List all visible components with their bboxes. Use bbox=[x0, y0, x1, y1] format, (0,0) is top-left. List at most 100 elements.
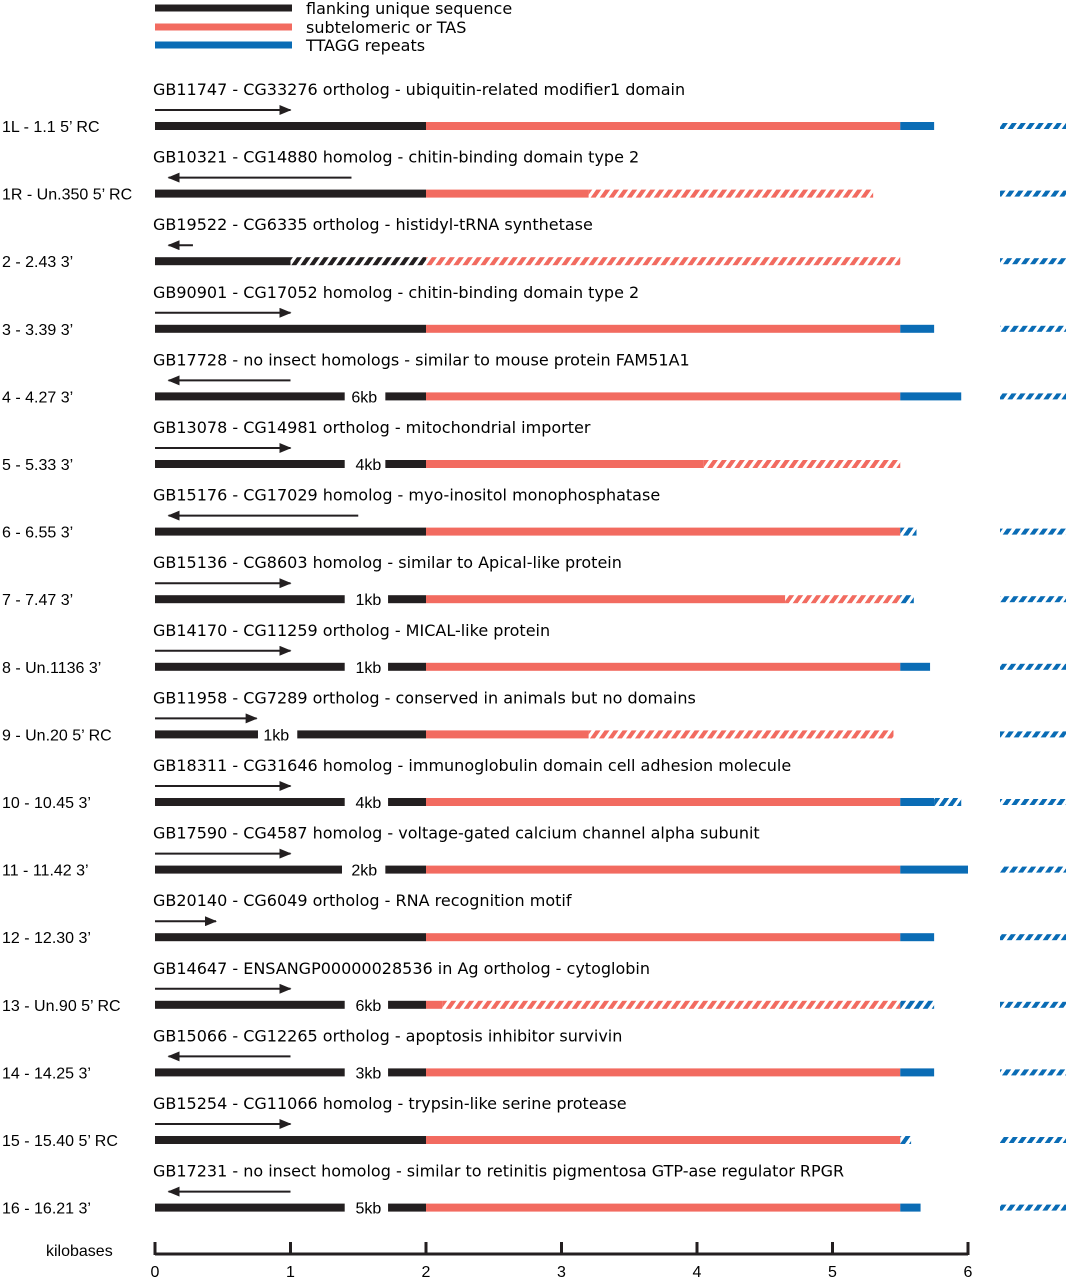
chromosome-label: 2 - 2.43 3’ bbox=[2, 254, 73, 271]
chromosome-label: 11 - 11.42 3’ bbox=[2, 863, 89, 880]
segment-tas-dashed bbox=[588, 730, 894, 739]
segment-ttagg bbox=[900, 392, 962, 401]
distal-ttagg-repeats bbox=[1000, 663, 1066, 670]
legend: flanking unique sequence subtelomeric or… bbox=[155, 0, 512, 55]
distal-ttagg-repeats bbox=[1000, 1069, 1066, 1076]
segment-flank bbox=[388, 595, 426, 604]
chromosome-row: GB11747 - CG33276 ortholog - ubiquitin-r… bbox=[2, 80, 1066, 136]
gene-label: GB17728 - no insect homologs - similar t… bbox=[153, 350, 690, 369]
kilobase-axis: kilobases 0 1 2 3 4 5 6 bbox=[46, 1242, 973, 1280]
segment-ttagg-dashed bbox=[900, 595, 914, 604]
segment-tas-dashed bbox=[442, 1000, 901, 1009]
segment-flank bbox=[388, 1203, 426, 1212]
chromosome-row: GB10321 - CG14880 homolog - chitin-bindi… bbox=[2, 148, 1066, 204]
legend-label-ttagg: TTAGG repeats bbox=[305, 36, 425, 55]
segment-ttagg bbox=[900, 933, 935, 942]
segment-tas bbox=[426, 1000, 443, 1009]
gap-size-label: 4kb bbox=[355, 457, 381, 474]
chromosome-label: 15 - 15.40 5’ RC bbox=[2, 1133, 118, 1150]
gap-size-label: 1kb bbox=[355, 660, 381, 677]
distal-ttagg-repeats bbox=[1000, 190, 1066, 197]
distal-ttagg-repeats bbox=[1000, 325, 1066, 332]
gap-size-label: 5kb bbox=[355, 1201, 381, 1218]
chromosome-label: 7 - 7.47 3’ bbox=[2, 592, 73, 609]
segment-ttagg-dashed bbox=[934, 798, 962, 806]
segment-tas-dashed bbox=[588, 189, 874, 198]
segment-flank bbox=[155, 460, 345, 468]
segment-ttagg bbox=[900, 662, 931, 671]
distal-ttagg-repeats bbox=[1000, 528, 1066, 535]
chromosome-row: GB19522 - CG6335 ortholog - histidyl-tRN… bbox=[2, 215, 1066, 271]
distal-ttagg-repeats bbox=[1000, 123, 1066, 129]
gap-size-label: 1kb bbox=[263, 727, 289, 744]
segment-flank bbox=[297, 730, 426, 739]
segment-tas bbox=[426, 392, 901, 401]
chromosome-label: 5 - 5.33 3’ bbox=[2, 457, 73, 474]
gene-label: GB11958 - CG7289 ortholog - conserved in… bbox=[153, 688, 696, 707]
segment-tas bbox=[426, 1203, 901, 1212]
segment-flank bbox=[388, 1068, 426, 1077]
segment-tas-dashed bbox=[703, 460, 901, 468]
segment-tas bbox=[426, 122, 901, 130]
gene-label: GB15066 - CG12265 ortholog - apoptosis i… bbox=[153, 1026, 622, 1045]
chromosome-label: 3 - 3.39 3’ bbox=[2, 322, 73, 339]
chromosome-label: 4 - 4.27 3’ bbox=[2, 389, 73, 406]
chromosome-row: GB20140 - CG6049 ortholog - RNA recognit… bbox=[2, 891, 1066, 947]
segment-flank-dashed bbox=[290, 257, 426, 266]
segment-tas-dashed bbox=[785, 595, 901, 604]
chromosome-row: GB17728 - no insect homologs - similar t… bbox=[2, 350, 1066, 406]
chromosome-row: GB17590 - CG4587 homolog - voltage-gated… bbox=[2, 824, 1066, 880]
segment-tas bbox=[426, 933, 901, 942]
gap-size-label: 6kb bbox=[351, 389, 377, 406]
distal-ttagg-repeats bbox=[1000, 596, 1066, 603]
segment-flank bbox=[388, 798, 426, 806]
chromosome-row: GB18311 - CG31646 homolog - immunoglobul… bbox=[2, 756, 1066, 812]
segment-tas bbox=[426, 460, 704, 468]
chromosome-rows: GB11747 - CG33276 ortholog - ubiquitin-r… bbox=[2, 80, 1066, 1218]
axis-tick-label: 3 bbox=[557, 1264, 566, 1280]
distal-ttagg-repeats bbox=[1000, 866, 1066, 873]
segment-flank bbox=[155, 865, 342, 874]
gene-label: GB20140 - CG6049 ortholog - RNA recognit… bbox=[153, 891, 572, 910]
distal-ttagg-repeats bbox=[1000, 731, 1066, 738]
gene-label: GB11747 - CG33276 ortholog - ubiquitin-r… bbox=[153, 80, 685, 99]
gap-size-label: 6kb bbox=[355, 998, 381, 1015]
gene-label: GB14170 - CG11259 ortholog - MICAL-like … bbox=[153, 621, 550, 640]
axis-tick-label: 1 bbox=[286, 1264, 295, 1280]
segment-tas bbox=[426, 324, 901, 333]
segment-tas bbox=[426, 662, 901, 671]
axis-tick-label: 6 bbox=[964, 1264, 973, 1280]
chromosome-label: 1R - Un.350 5’ RC bbox=[2, 187, 132, 204]
gene-label: GB19522 - CG6335 ortholog - histidyl-tRN… bbox=[153, 215, 593, 234]
gene-label: GB15176 - CG17029 homolog - myo-inositol… bbox=[153, 486, 660, 505]
segment-flank bbox=[155, 1068, 345, 1077]
segment-tas bbox=[426, 798, 901, 806]
gene-label: GB17590 - CG4587 homolog - voltage-gated… bbox=[153, 824, 760, 843]
segment-ttagg bbox=[900, 324, 935, 333]
axis-label: kilobases bbox=[46, 1243, 113, 1260]
chromosome-label: 10 - 10.45 3’ bbox=[2, 795, 91, 812]
axis-tick-label: 0 bbox=[151, 1264, 160, 1280]
chromosome-row: GB15136 - CG8603 homolog - similar to Ap… bbox=[2, 553, 1066, 609]
segment-flank bbox=[385, 865, 426, 874]
gene-label: GB18311 - CG31646 homolog - immunoglobul… bbox=[153, 756, 791, 775]
distal-ttagg-repeats bbox=[1000, 799, 1066, 805]
segment-tas bbox=[426, 865, 901, 874]
segment-flank bbox=[155, 324, 426, 333]
segment-tas bbox=[426, 595, 786, 604]
segment-tas-dashed bbox=[426, 257, 901, 266]
segment-flank bbox=[155, 662, 345, 671]
chromosome-row: GB11958 - CG7289 ortholog - conserved in… bbox=[2, 688, 1066, 744]
axis-tick-label: 2 bbox=[422, 1264, 431, 1280]
chromosome-row: GB14170 - CG11259 ortholog - MICAL-like … bbox=[2, 621, 1066, 677]
segment-ttagg-dashed bbox=[900, 1000, 935, 1009]
gene-label: GB13078 - CG14981 ortholog - mitochondri… bbox=[153, 418, 591, 437]
segment-ttagg bbox=[900, 865, 968, 874]
chromosome-label: 12 - 12.30 3’ bbox=[2, 930, 91, 947]
segment-flank bbox=[388, 1000, 426, 1009]
segment-flank bbox=[155, 798, 345, 806]
segment-flank bbox=[155, 392, 345, 401]
chromosome-row: GB90901 - CG17052 homolog - chitin-bindi… bbox=[2, 283, 1066, 339]
chromosome-label: 13 - Un.90 5’ RC bbox=[2, 998, 121, 1015]
segment-tas bbox=[426, 189, 589, 198]
